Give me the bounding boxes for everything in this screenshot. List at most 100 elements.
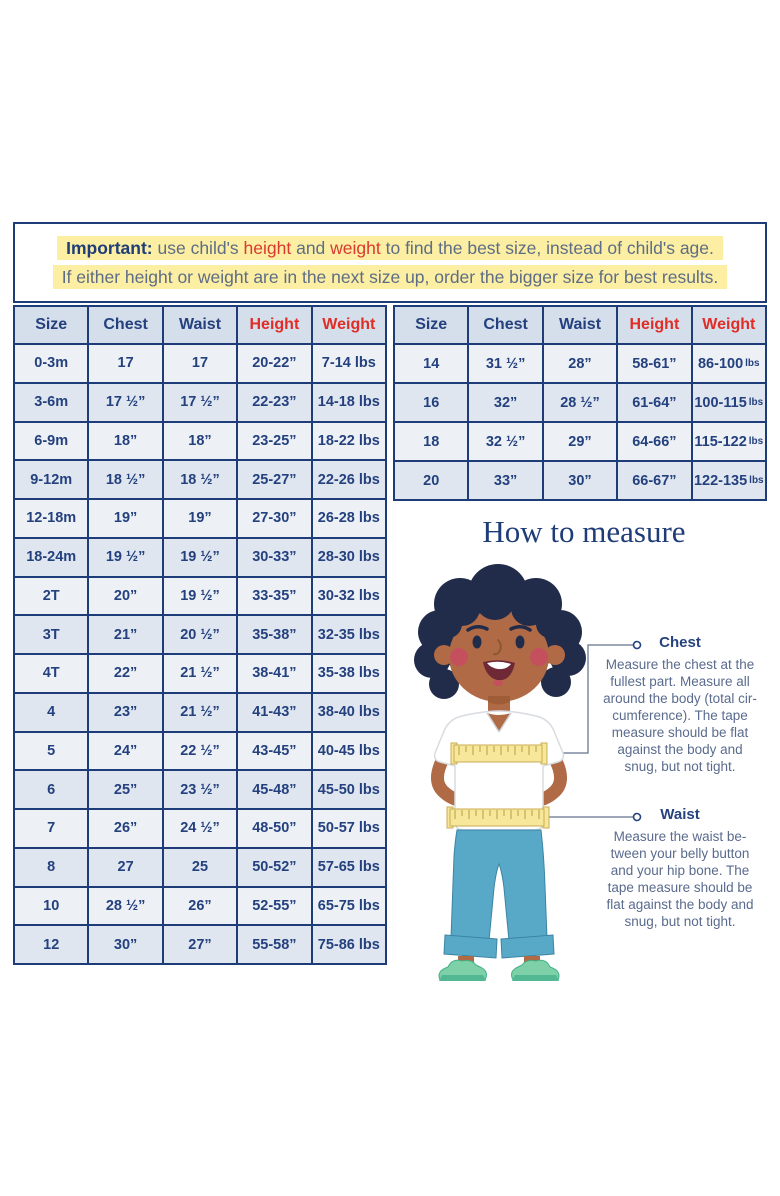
value-cell: 64-66” (618, 423, 691, 460)
size-cell: 7 (15, 810, 88, 847)
chest-measuring-tape (450, 742, 548, 765)
value-cell: 32-35 lbs (312, 616, 385, 653)
value-cell: 30” (543, 462, 617, 499)
value-cell: 19 ½” (163, 577, 237, 615)
value-cell: 43-45” (238, 732, 311, 770)
column-header-chest: Chest (89, 307, 162, 343)
instruction-line: snug, but not tight. (624, 759, 736, 774)
value-cell: 17 ½” (163, 383, 237, 421)
size-table-14-to-20: Size Chest Waist Height Weight 14 31 ½” 28” 58-6… (393, 305, 767, 501)
instruction-line: flat against the body and (606, 897, 754, 912)
waist-connector-line (549, 812, 642, 822)
instruction-line: against the body and (617, 742, 743, 757)
instruction-line: snug, but not tight. (624, 914, 736, 929)
value-cell: 24 ½” (163, 810, 237, 847)
value-cell: 23-25” (238, 422, 311, 460)
value-cell: 31 ½” (469, 345, 542, 382)
notice-text-segment: to find the best size, instead of child'… (380, 238, 714, 258)
value-cell: 28-30 lbs (312, 538, 385, 576)
value-cell: 35-38” (238, 616, 311, 653)
instruction-line: cumference). The tape (612, 708, 748, 723)
size-cell: 6 (15, 771, 88, 808)
value-cell: 52-55” (238, 887, 311, 925)
value-cell: 25-27” (238, 461, 311, 498)
value-cell: 75-86 lbs (312, 926, 385, 963)
size-cell: 2T (15, 577, 88, 615)
value-cell: 30” (89, 926, 162, 963)
face (449, 610, 549, 702)
value-cell: 45-50 lbs (312, 771, 385, 808)
instruction-line: fullest part. Measure all (610, 674, 750, 689)
value-cell: 23 ½” (163, 771, 237, 808)
value-cell: 27-30” (238, 500, 311, 537)
value-cell: 17 ½” (89, 383, 162, 421)
value-cell: 122-135 lbs (692, 462, 765, 499)
value-cell: 45-48” (238, 771, 311, 808)
column-header-weight: Weight (312, 307, 385, 343)
value-cell: 24” (89, 732, 162, 770)
value-cell: 18 ½” (163, 461, 237, 498)
value-cell: 38-40 lbs (312, 693, 385, 731)
waist-instructions: Measure the waist be-tween your belly bu… (590, 828, 770, 930)
column-header-chest: Chest (469, 307, 542, 343)
notice-box: Important: use child's height and weight… (13, 222, 767, 303)
column-header-waist: Waist (163, 307, 237, 343)
ear-left (434, 645, 454, 665)
pants (450, 829, 548, 942)
size-cell: 12 (15, 926, 88, 963)
waist-label: Waist (660, 806, 700, 823)
value-cell: 58-61” (618, 345, 691, 382)
size-cell: 18 (395, 423, 468, 460)
size-cell: 10 (15, 887, 88, 925)
value-cell: 50-57 lbs (312, 810, 385, 847)
column-header-weight: Weight (692, 307, 765, 343)
value-cell: 30-32 lbs (312, 577, 385, 615)
value-cell: 22” (89, 655, 162, 692)
value-cell: 22-26 lbs (312, 461, 385, 498)
size-cell: 0-3m (15, 345, 88, 382)
collar-lines (486, 712, 512, 733)
size-cell: 18-24m (15, 538, 88, 576)
value-cell: 115-122 lbs (692, 423, 765, 460)
notice-text-segment: height (243, 238, 292, 258)
chest-label: Chest (659, 634, 701, 651)
value-cell: 22-23” (238, 383, 311, 421)
value-cell: 19” (89, 500, 162, 537)
value-cell: 55-58” (238, 926, 311, 963)
value-cell: 23” (89, 693, 162, 731)
value-cell: 100-115 lbs (692, 384, 765, 421)
size-cell: 4T (15, 655, 88, 692)
instruction-line: Measure the waist be- (613, 829, 747, 844)
value-cell: 20 ½” (163, 616, 237, 653)
chest-instructions: Measure the chest at the fullest part. Me… (590, 656, 770, 775)
size-cell: 14 (395, 345, 468, 382)
value-cell: 25” (89, 771, 162, 808)
column-header-waist: Waist (543, 307, 617, 343)
instruction-line: measure should be flat (611, 725, 749, 740)
value-cell: 29” (543, 423, 617, 460)
value-cell: 17 (89, 345, 162, 382)
size-cell: 12-18m (15, 500, 88, 537)
column-header-height: Height (618, 307, 691, 343)
notice-line-1: Important: use child's height and weight… (57, 236, 723, 260)
instruction-line: Measure the chest at the (605, 657, 755, 672)
column-header-size: Size (15, 307, 88, 343)
value-cell: 21 ½” (163, 655, 237, 692)
value-cell: 21 ½” (163, 693, 237, 731)
notice-text-segment: and (291, 238, 331, 258)
value-cell: 41-43” (238, 693, 311, 731)
value-cell: 27 (89, 848, 162, 886)
value-cell: 7-14 lbs (312, 345, 385, 382)
value-cell: 20” (89, 577, 162, 615)
value-cell: 26-28 lbs (312, 500, 385, 537)
value-cell: 27” (163, 926, 237, 963)
notice-text-segment: use child's (157, 238, 244, 258)
size-cell: 4 (15, 693, 88, 731)
value-cell: 26” (163, 887, 237, 925)
size-cell: 6-9m (15, 422, 88, 460)
value-cell: 30-33” (238, 538, 311, 576)
value-cell: 18-22 lbs (312, 422, 385, 460)
value-cell: 40-45 lbs (312, 732, 385, 770)
waist-callout: Waist Measure the waist be-tween your be… (590, 806, 770, 930)
